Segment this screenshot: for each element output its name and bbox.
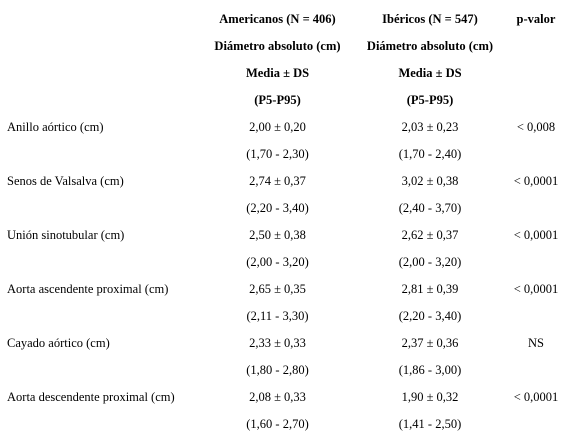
ibericos-mean: 2,37 ± 0,36 — [401, 336, 459, 350]
header-americanos-range: (P5-P95) — [254, 93, 301, 107]
header-americanos-measure: Diámetro absoluto (cm) — [214, 39, 341, 53]
ibericos-mean: 2,62 ± 0,37 — [401, 228, 459, 242]
americanos-mean: 2,00 ± 0,20 — [249, 120, 306, 134]
ibericos-range: (1,41 - 2,50) — [398, 417, 462, 431]
ibericos-mean: 3,02 ± 0,38 — [401, 174, 459, 188]
row-label: Senos de Valsalva (cm) — [7, 174, 124, 188]
americanos-range: (1,60 - 2,70) — [246, 417, 309, 431]
row-label: Aorta descendente proximal (cm) — [7, 390, 175, 404]
americanos-mean: 2,08 ± 0,33 — [249, 390, 306, 404]
ibericos-mean: 1,90 ± 0,32 — [401, 390, 459, 404]
americanos-range: (2,11 - 3,30) — [246, 309, 309, 323]
row-label: Cayado aórtico (cm) — [7, 336, 110, 350]
p-value: < 0,0001 — [513, 390, 559, 404]
p-value: < 0,0001 — [513, 174, 559, 188]
ibericos-range: (2,20 - 3,40) — [398, 309, 462, 323]
header-americanos-stat: Media ± DS — [245, 66, 310, 80]
americanos-range: (2,20 - 3,40) — [246, 201, 309, 215]
p-value: < 0,008 — [516, 120, 556, 134]
header-ibericos-group: Ibéricos (N = 547) — [382, 12, 478, 26]
americanos-mean: 2,65 ± 0,35 — [249, 282, 306, 296]
ibericos-range: (2,40 - 3,70) — [398, 201, 462, 215]
header-ibericos-range: (P5-P95) — [406, 93, 454, 107]
p-value: < 0,0001 — [513, 228, 559, 242]
header-p-valor: p-valor — [516, 12, 556, 26]
americanos-range: (2,00 - 3,20) — [246, 255, 309, 269]
americanos-range: (1,80 - 2,80) — [246, 363, 309, 377]
ibericos-mean: 2,03 ± 0,23 — [401, 120, 459, 134]
ibericos-range: (2,00 - 3,20) — [398, 255, 462, 269]
p-value: NS — [528, 336, 544, 350]
americanos-mean: 2,50 ± 0,38 — [249, 228, 306, 242]
ibericos-range: (1,86 - 3,00) — [398, 363, 462, 377]
header-ibericos-stat: Media ± DS — [398, 66, 462, 80]
row-label: Anillo aórtico (cm) — [7, 120, 104, 134]
header-americanos-group: Americanos (N = 406) — [219, 12, 336, 26]
row-label: Aorta ascendente proximal (cm) — [7, 282, 169, 296]
americanos-range: (1,70 - 2,30) — [246, 147, 309, 161]
americanos-mean: 2,74 ± 0,37 — [249, 174, 306, 188]
ibericos-range: (1,70 - 2,40) — [398, 147, 462, 161]
ibericos-mean: 2,81 ± 0,39 — [401, 282, 459, 296]
americanos-mean: 2,33 ± 0,33 — [249, 336, 306, 350]
p-value: < 0,0001 — [513, 282, 559, 296]
header-ibericos-measure: Diámetro absoluto (cm) — [366, 39, 494, 53]
row-label: Unión sinotubular (cm) — [7, 228, 125, 242]
